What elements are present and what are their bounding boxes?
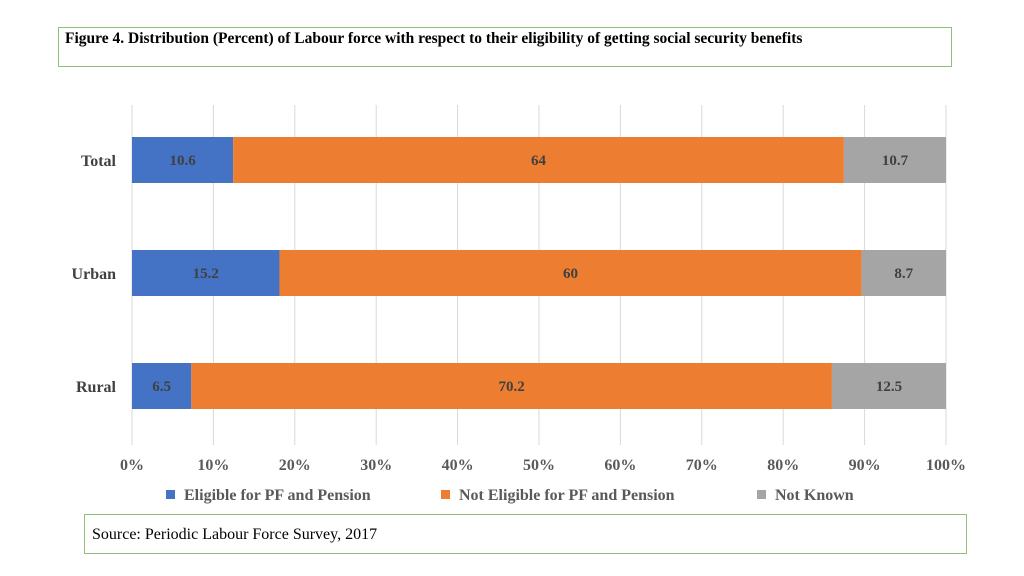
x-tick-label: 100% [926, 457, 966, 474]
legend-entry: Not Eligible for PF and Pension [459, 487, 675, 504]
data-label: 10.7 [882, 153, 909, 169]
legend-swatch [166, 490, 175, 499]
bar-segment [132, 250, 280, 296]
x-tick-label: 80% [767, 457, 799, 474]
x-tick-label: 50% [523, 457, 555, 474]
data-label: 64 [531, 153, 547, 169]
bar-segment [861, 250, 946, 296]
x-tick-label: 10% [197, 457, 229, 474]
x-tick-label: 0% [120, 457, 144, 474]
source-note: Source: Periodic Labour Force Survey, 20… [84, 514, 967, 554]
x-tick-label: 20% [279, 457, 311, 474]
legend-swatch [757, 490, 766, 499]
x-tick-label: 70% [686, 457, 718, 474]
legend-swatch [441, 490, 450, 499]
category-label: Total [81, 153, 117, 170]
labels: 0% 10% 20% 30% 40% 50% 60% 70% 80% 90% 100% 10.6 64 1… [72, 153, 966, 474]
category-label: Rural [76, 379, 117, 396]
data-label: 60 [563, 266, 578, 282]
x-tick-label: 60% [604, 457, 636, 474]
bar-segment [831, 363, 946, 409]
data-label: 6.5 [152, 379, 171, 395]
legend: Eligible for PF and Pension Not Eligible … [166, 487, 854, 504]
bar-segment [132, 137, 234, 183]
data-label: 8.7 [894, 266, 913, 282]
data-label: 10.6 [169, 153, 196, 169]
category-label: Urban [72, 266, 117, 283]
data-label: 12.5 [876, 379, 902, 395]
chart-title: Figure 4. Distribution (Percent) of Labo… [58, 27, 952, 67]
x-tick-label: 40% [442, 457, 474, 474]
bar-segment [843, 137, 946, 183]
x-tick-label: 30% [360, 457, 392, 474]
legend-entry: Not Known [775, 487, 854, 504]
legend-entry: Eligible for PF and Pension [184, 487, 371, 504]
bars [132, 137, 946, 409]
x-tick-label: 90% [849, 457, 881, 474]
bar-segment [279, 250, 862, 296]
bar-segment [191, 363, 832, 409]
bar-segment [132, 363, 192, 409]
bar-segment [233, 137, 844, 183]
data-label: 15.2 [193, 266, 219, 282]
data-label: 70.2 [498, 379, 524, 395]
